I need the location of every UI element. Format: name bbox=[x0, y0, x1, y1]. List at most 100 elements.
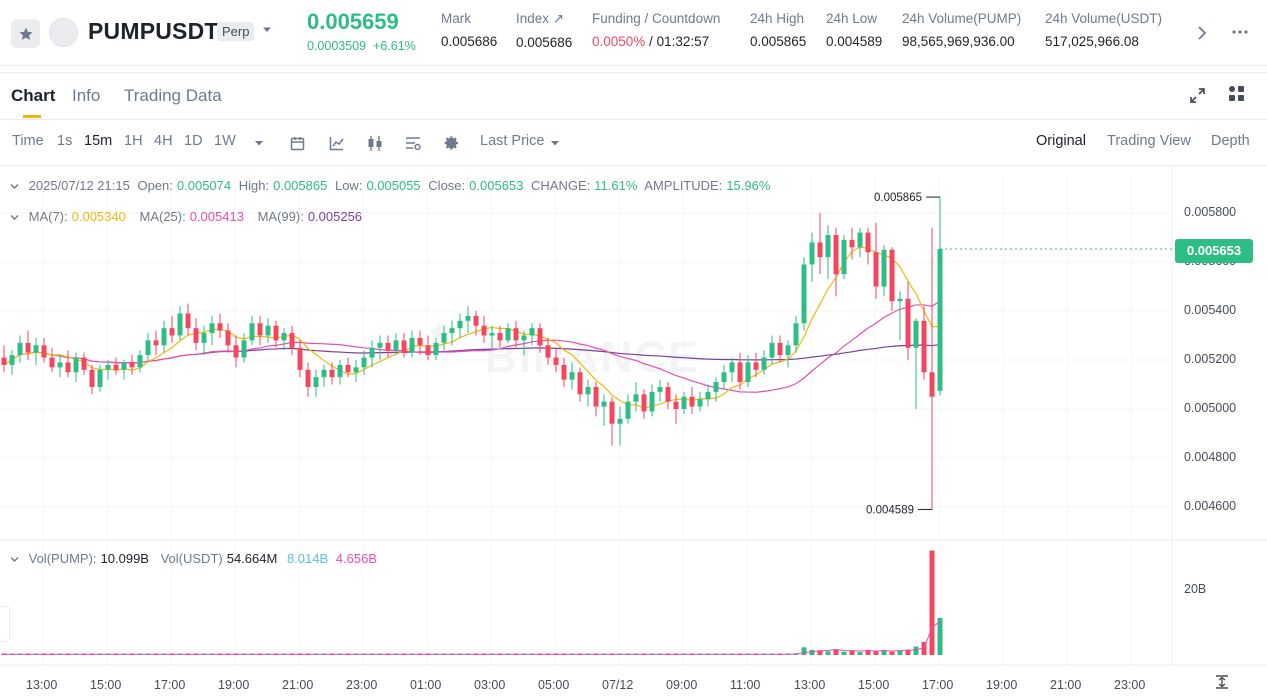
favorite-button[interactable] bbox=[11, 19, 40, 48]
last-price: 0.005659 bbox=[307, 9, 399, 34]
volume-bar bbox=[841, 651, 847, 655]
ma7-polyline bbox=[3, 246, 941, 409]
candle-up bbox=[449, 328, 455, 334]
tab-trading-data[interactable]: Trading Data bbox=[124, 86, 222, 105]
candle-up bbox=[521, 335, 527, 341]
chart-tabs: Chart Info Trading Data bbox=[0, 72, 1267, 120]
chevron-right-icon[interactable] bbox=[1197, 26, 1207, 40]
symbol-title[interactable]: PUMPUSDT bbox=[88, 18, 219, 44]
time-axis-label: 23:00 bbox=[346, 678, 378, 692]
watermark: BINANCE bbox=[430, 322, 699, 382]
stat-label: Index ↗ bbox=[516, 11, 565, 26]
chevron-down-icon[interactable] bbox=[10, 556, 19, 563]
candle-up bbox=[937, 249, 943, 391]
volume-bar bbox=[833, 649, 839, 655]
candle-down bbox=[641, 394, 647, 412]
candle-up bbox=[145, 340, 151, 356]
interval-1d[interactable]: 1D bbox=[184, 133, 203, 149]
template-settings-icon[interactable] bbox=[405, 136, 421, 151]
stat-index[interactable]: Index ↗ 0.005686 bbox=[516, 11, 572, 50]
candle-up bbox=[457, 320, 463, 329]
candle-up bbox=[697, 399, 703, 407]
candle-down bbox=[305, 369, 311, 387]
drawing-toolbar-toggle[interactable] bbox=[0, 606, 10, 642]
candle-down bbox=[297, 347, 303, 370]
tab-chart[interactable]: Chart bbox=[11, 86, 56, 105]
candlestick-chart[interactable]: BINANCE 0.005865 0.004589 bbox=[0, 167, 1267, 699]
candle-up bbox=[713, 382, 719, 392]
interval-4h[interactable]: 4H bbox=[154, 133, 173, 149]
volume-ma-line bbox=[4, 620, 941, 655]
axis-settings-icon[interactable] bbox=[1214, 674, 1230, 690]
gear-icon[interactable] bbox=[444, 135, 460, 151]
interval-15m[interactable]: 15m bbox=[84, 133, 113, 149]
candle-up bbox=[881, 249, 887, 287]
legend-low-label: Low: bbox=[334, 178, 363, 193]
candle-up bbox=[809, 242, 815, 265]
stat-label: Funding / Countdown bbox=[592, 11, 721, 26]
candle-up bbox=[433, 342, 439, 356]
candle-up bbox=[441, 333, 447, 343]
view-depth[interactable]: Depth bbox=[1211, 133, 1250, 149]
candle-down bbox=[545, 345, 551, 358]
time-axis-label: 13:00 bbox=[26, 678, 58, 692]
caret-down-icon[interactable] bbox=[262, 26, 272, 34]
candle-down bbox=[753, 362, 759, 370]
candle-down bbox=[689, 396, 695, 407]
candle-up bbox=[9, 355, 15, 365]
time-axis-label: 05:00 bbox=[538, 678, 570, 692]
candle-up bbox=[601, 401, 607, 407]
candles bbox=[1, 197, 943, 510]
candle-down bbox=[41, 345, 47, 358]
indicator-chart-icon[interactable] bbox=[329, 136, 344, 151]
volume-bar bbox=[937, 617, 943, 655]
candle-up bbox=[505, 328, 511, 341]
candle-up bbox=[281, 333, 287, 341]
candle-down bbox=[561, 364, 567, 380]
chevron-down-icon[interactable] bbox=[10, 214, 19, 221]
candle-down bbox=[65, 362, 71, 373]
candle-down bbox=[193, 328, 199, 343]
fullscreen-icon[interactable] bbox=[1189, 87, 1206, 104]
tab-info[interactable]: Info bbox=[72, 86, 101, 105]
chevron-down-icon[interactable] bbox=[10, 183, 19, 190]
candle-down bbox=[665, 386, 671, 402]
candle-down bbox=[329, 369, 335, 378]
interval-1s[interactable]: 1s bbox=[57, 133, 73, 149]
high-marker-label: 0.005865 bbox=[874, 192, 922, 204]
vol-ma1-value: 8.014B bbox=[286, 551, 329, 566]
candle-down bbox=[497, 333, 503, 341]
stat-value: 0.0050% / 01:32:57 bbox=[592, 34, 720, 49]
price-axis-label: 0.004600 bbox=[1184, 499, 1237, 513]
candlestick-icon[interactable] bbox=[367, 135, 384, 152]
interval-1w[interactable]: 1W bbox=[214, 133, 236, 149]
view-original[interactable]: Original bbox=[1036, 133, 1086, 149]
price-axis-label: 0.005400 bbox=[1184, 303, 1237, 317]
candle-up bbox=[17, 342, 23, 356]
candle-up bbox=[681, 396, 687, 409]
candle-up bbox=[409, 337, 415, 353]
time-axis-label: 01:00 bbox=[410, 678, 442, 692]
view-trading-view[interactable]: Trading View bbox=[1107, 133, 1191, 149]
candle-down bbox=[865, 232, 871, 253]
caret-down-icon[interactable] bbox=[550, 140, 560, 147]
candle-up bbox=[785, 345, 791, 356]
legend-close: 0.005653 bbox=[469, 178, 524, 193]
vol-ma2-value: 4.656B bbox=[335, 551, 377, 566]
interval-1h[interactable]: 1H bbox=[124, 133, 143, 149]
interval-dropdown-icon[interactable] bbox=[254, 140, 264, 147]
time-axis-label: 21:00 bbox=[1050, 678, 1082, 692]
volume-axis-label: 20B bbox=[1184, 582, 1207, 596]
star-icon bbox=[18, 27, 33, 40]
svg-text:BINANCE: BINANCE bbox=[485, 333, 699, 382]
ma7-value: 0.005340 bbox=[71, 209, 126, 224]
vol-quote-value: 54.664M bbox=[226, 551, 278, 566]
layout-grid-icon[interactable] bbox=[1228, 85, 1245, 102]
price-type-select[interactable]: Last Price bbox=[480, 133, 545, 149]
volume-bar bbox=[929, 550, 935, 655]
volume-bar bbox=[873, 651, 879, 655]
more-horizontal-icon[interactable] bbox=[1232, 30, 1248, 34]
calendar-icon[interactable] bbox=[290, 136, 305, 151]
candle-up bbox=[793, 323, 799, 346]
candle-up bbox=[33, 345, 39, 353]
